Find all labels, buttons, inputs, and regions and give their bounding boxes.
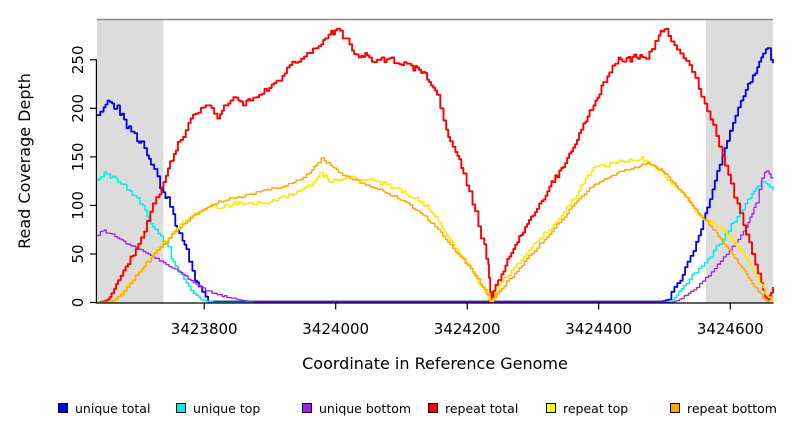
y-tick-label: 100 bbox=[69, 191, 87, 220]
y-axis-title: Read Coverage Depth bbox=[15, 73, 34, 249]
y-tick-label: 50 bbox=[69, 244, 87, 263]
shaded-regions bbox=[97, 19, 773, 304]
legend-label: unique top bbox=[193, 400, 261, 416]
legend-swatch-icon bbox=[670, 403, 680, 413]
chart-legend: unique total unique top unique bottom repea… bbox=[0, 398, 792, 422]
legend-item-repeat-top: repeat top bbox=[546, 398, 628, 418]
legend-swatch-icon bbox=[176, 403, 186, 413]
legend-label: unique total bbox=[75, 400, 151, 416]
series-lines bbox=[97, 27, 774, 304]
y-tick-label: 0 bbox=[69, 298, 87, 308]
y-tick-label: 200 bbox=[69, 94, 87, 123]
series-line-unique-total bbox=[97, 47, 774, 303]
legend-item-unique-top: unique top bbox=[176, 398, 260, 418]
series-line-repeat-bottom bbox=[97, 157, 774, 304]
legend-item-unique-bottom: unique bottom bbox=[302, 398, 411, 418]
legend-item-unique-total: unique total bbox=[58, 398, 150, 418]
x-axis-title: Coordinate in Reference Genome bbox=[302, 354, 568, 373]
legend-swatch-icon bbox=[302, 403, 312, 413]
x-tick-label: 3424600 bbox=[697, 320, 764, 338]
series-line-repeat-total bbox=[97, 27, 774, 304]
legend-swatch-icon bbox=[58, 403, 68, 413]
legend-item-repeat-bottom: repeat bottom bbox=[670, 398, 777, 418]
x-axis-ticks: 3423800 3424000 3424200 3424400 3424600 bbox=[171, 303, 764, 338]
x-tick-label: 3424000 bbox=[302, 320, 369, 338]
x-tick-label: 3423800 bbox=[171, 320, 238, 338]
shaded-region-right bbox=[705, 19, 773, 304]
y-tick-label: 250 bbox=[69, 45, 87, 74]
x-tick-label: 3424200 bbox=[434, 320, 501, 338]
legend-label: repeat top bbox=[563, 400, 629, 416]
legend-swatch-icon bbox=[428, 403, 438, 413]
legend-swatch-icon bbox=[546, 403, 556, 413]
x-tick-label: 3424400 bbox=[565, 320, 632, 338]
series-line-repeat-top bbox=[97, 156, 774, 304]
legend-label: repeat total bbox=[445, 400, 519, 416]
legend-label: repeat bottom bbox=[687, 400, 777, 416]
y-axis-ticks: 0 50 100 150 200 250 bbox=[69, 45, 97, 308]
y-tick-label: 150 bbox=[69, 143, 87, 172]
legend-label: unique bottom bbox=[319, 400, 412, 416]
legend-item-repeat-total: repeat total bbox=[428, 398, 518, 418]
